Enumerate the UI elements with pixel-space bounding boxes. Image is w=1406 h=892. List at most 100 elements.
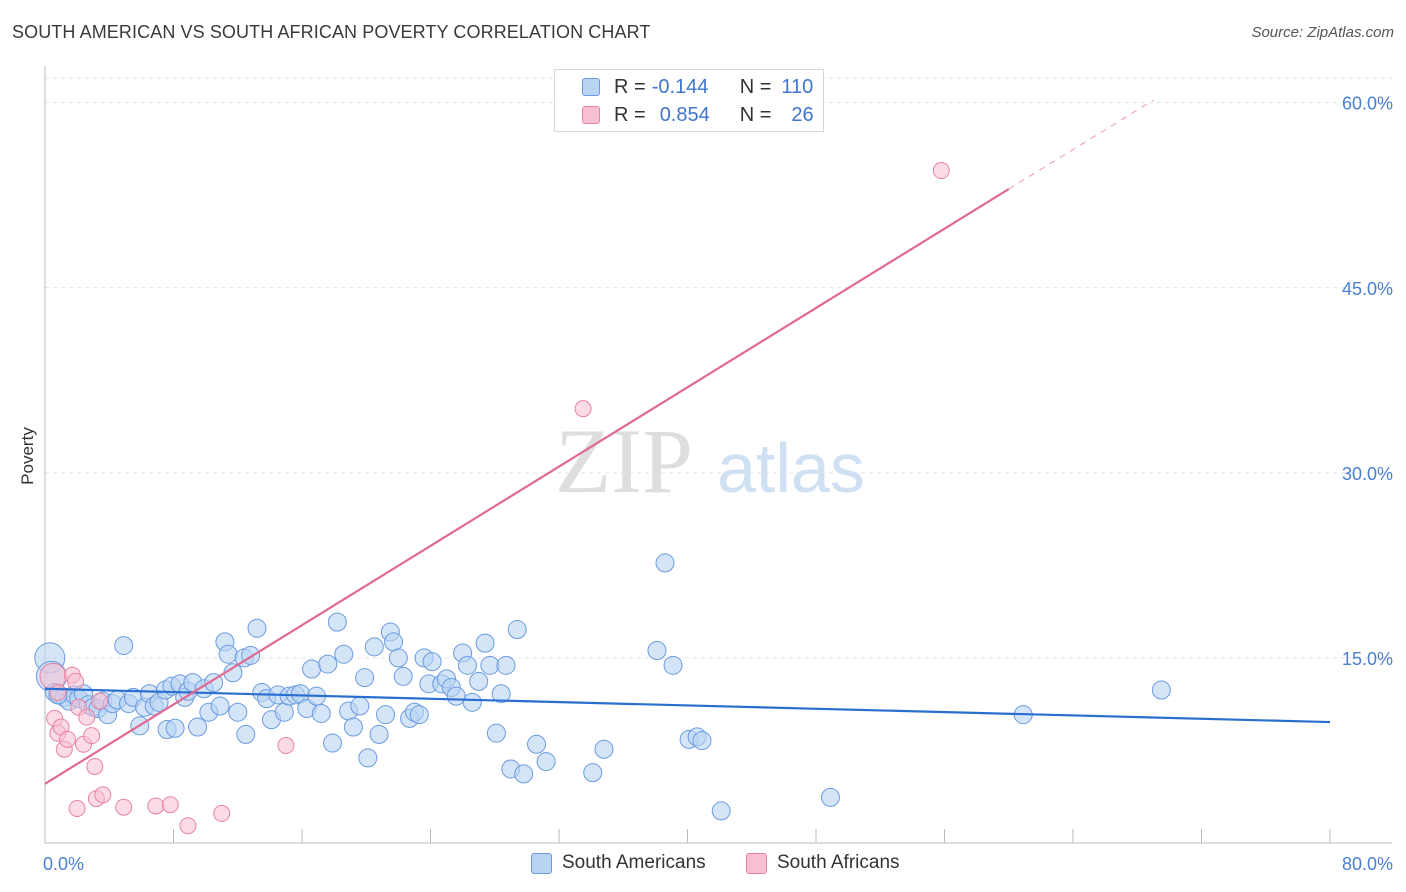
point-south-american xyxy=(457,655,477,675)
point-south-african xyxy=(147,797,165,815)
point-south-american xyxy=(236,724,256,744)
stats-legend: R = -0.144 N = 110 R = 0.854 N = 26 xyxy=(554,69,824,132)
point-south-american xyxy=(663,655,683,675)
watermark-atlas: atlas xyxy=(717,429,865,507)
point-south-american xyxy=(422,652,442,672)
point-south-american xyxy=(376,705,396,725)
trend-extension-south-africans xyxy=(1008,99,1154,190)
point-south-american xyxy=(388,648,408,668)
point-south-african xyxy=(213,804,231,822)
legend-item-south-africans[interactable]: South Africans xyxy=(746,852,900,874)
legend-label: South Americans xyxy=(562,852,706,873)
point-south-american xyxy=(514,764,534,784)
point-south-american xyxy=(480,655,500,675)
trend-line-south-americans xyxy=(44,687,1331,724)
y-tick-label: 60.0% xyxy=(1342,94,1393,114)
stats-legend-row-blue: R = -0.144 N = 110 xyxy=(555,73,813,101)
y-tick-label: 15.0% xyxy=(1342,649,1393,669)
legend-label: South Africans xyxy=(777,852,900,873)
point-south-american xyxy=(311,703,331,723)
x-tick-label: 0.0% xyxy=(43,854,84,874)
trend-lines xyxy=(44,99,1331,785)
point-south-african xyxy=(574,400,592,418)
point-south-african xyxy=(58,730,76,748)
point-south-american xyxy=(409,705,429,725)
point-south-american xyxy=(475,633,495,653)
point-south-african xyxy=(67,672,85,690)
stats-legend-row-pink: R = 0.854 N = 26 xyxy=(555,101,814,129)
r-value: 0.854 xyxy=(659,103,710,126)
y-axis-label: Poverty xyxy=(18,427,37,485)
point-south-american xyxy=(583,763,603,783)
tick-labels: 15.0% 30.0% 45.0% 60.0% 0.0% 80.0% xyxy=(43,94,1393,874)
point-south-african xyxy=(161,796,179,814)
point-south-african xyxy=(179,817,197,835)
point-south-american xyxy=(647,641,667,661)
point-south-american xyxy=(711,801,731,821)
point-south-american xyxy=(446,686,466,706)
point-south-african xyxy=(86,758,104,775)
point-south-african xyxy=(115,798,133,816)
point-south-american xyxy=(536,752,556,772)
point-south-american xyxy=(655,553,675,573)
point-south-american xyxy=(350,696,370,716)
point-south-american xyxy=(369,724,389,744)
axes xyxy=(44,66,1392,844)
point-south-african xyxy=(91,692,109,710)
point-south-american xyxy=(343,717,363,737)
point-south-american xyxy=(594,739,614,759)
point-south-american xyxy=(527,734,547,754)
r-label: R = xyxy=(614,103,646,126)
point-south-american xyxy=(355,668,375,688)
point-south-african xyxy=(94,786,112,804)
point-south-african xyxy=(49,683,67,701)
point-south-american xyxy=(462,692,482,712)
pink-swatch-icon xyxy=(582,106,600,124)
point-south-american xyxy=(323,733,343,753)
point-south-african xyxy=(78,708,96,726)
point-south-american xyxy=(491,684,511,704)
point-south-american xyxy=(274,702,294,722)
trend-line-south-africans xyxy=(44,188,1010,785)
point-south-african xyxy=(68,799,86,817)
point-south-american xyxy=(318,654,338,674)
point-south-american xyxy=(469,671,489,691)
watermark: ZIP atlas xyxy=(555,410,865,512)
pink-swatch-icon xyxy=(746,852,767,874)
point-south-american xyxy=(210,696,230,716)
point-south-american xyxy=(228,702,248,722)
point-south-american xyxy=(393,666,413,686)
blue-swatch-icon xyxy=(582,78,600,96)
point-south-american xyxy=(364,637,384,657)
point-south-american xyxy=(496,655,516,675)
point-south-american xyxy=(334,644,354,664)
point-south-american xyxy=(165,718,185,738)
point-south-american xyxy=(218,644,238,664)
n-label: N = xyxy=(739,103,772,126)
point-south-american xyxy=(507,620,527,640)
legend-item-south-americans[interactable]: South Americans xyxy=(531,852,706,874)
n-value: 26 xyxy=(791,103,814,126)
n-label: N = xyxy=(739,75,772,98)
point-south-american xyxy=(1151,680,1171,700)
point-south-american xyxy=(486,723,506,743)
r-value: -0.144 xyxy=(651,75,709,98)
n-value: 110 xyxy=(781,75,814,98)
x-tick-label: 80.0% xyxy=(1342,854,1393,874)
point-south-african xyxy=(83,727,101,745)
point-south-african xyxy=(277,737,295,755)
point-south-american xyxy=(692,731,712,751)
point-south-african xyxy=(932,162,950,180)
y-tick-label: 30.0% xyxy=(1342,464,1393,484)
point-south-american xyxy=(327,612,347,632)
point-south-american xyxy=(820,787,840,807)
r-label: R = xyxy=(614,75,646,98)
point-south-american xyxy=(114,636,134,656)
point-south-american xyxy=(302,659,322,679)
point-south-american xyxy=(384,632,404,652)
y-tick-label: 45.0% xyxy=(1342,279,1393,299)
source-label: Source: ZipAtlas.com xyxy=(1251,24,1394,41)
blue-swatch-icon xyxy=(531,852,552,874)
point-south-american xyxy=(247,618,267,638)
